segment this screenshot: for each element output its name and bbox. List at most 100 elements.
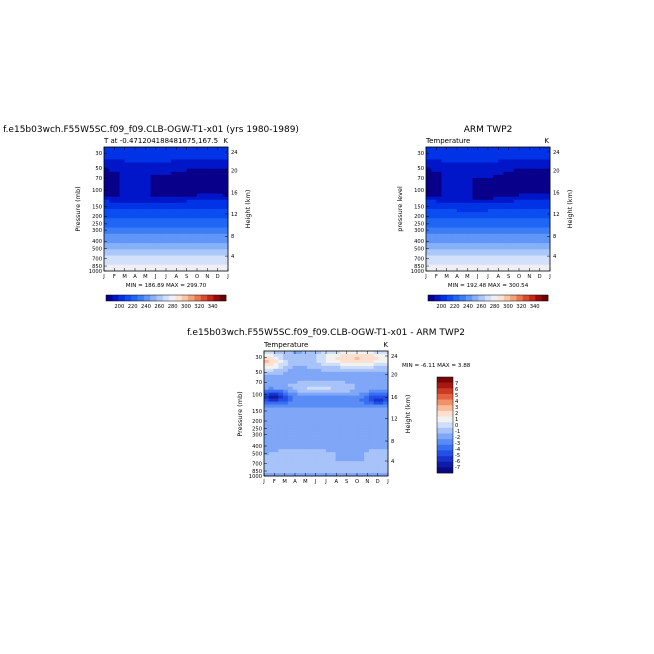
field-cell: [534, 196, 541, 201]
field-cell: [321, 461, 327, 465]
field-cell: [124, 267, 131, 272]
field-cell: [181, 227, 188, 232]
field-cell: [451, 249, 458, 253]
field-cell: [539, 147, 546, 151]
field-cell: [264, 440, 270, 444]
field-cell: [207, 230, 213, 235]
field-cell: [534, 215, 541, 219]
field-cell: [451, 199, 458, 204]
field-cell: [114, 153, 120, 157]
field-cell: [354, 353, 360, 358]
field-cell: [176, 224, 182, 228]
field-cell: [191, 147, 198, 151]
field-cell: [340, 353, 346, 358]
field-cell: [278, 419, 284, 423]
field-cell: [321, 386, 327, 391]
field-cell: [212, 209, 219, 213]
field-cell: [349, 446, 356, 450]
field-cell: [441, 258, 448, 263]
field-cell: [457, 233, 463, 238]
field-cell: [544, 174, 551, 179]
field-cell: [359, 437, 365, 441]
field-cell: [359, 461, 365, 465]
field-cell: [292, 392, 298, 397]
field-cell: [488, 171, 494, 176]
field-cell: [482, 171, 489, 176]
field-cell: [503, 252, 510, 256]
field-cell: [426, 205, 432, 210]
field-cell: [202, 230, 208, 235]
field-cell: [109, 196, 115, 201]
field-cell: [273, 440, 279, 444]
field-cell: [321, 395, 327, 400]
field-cell: [181, 221, 188, 225]
field-cell: [326, 368, 332, 373]
field-cell: [278, 377, 284, 382]
field-cell: [503, 233, 510, 238]
field-cell: [436, 261, 442, 266]
field-cell: [145, 246, 151, 250]
field-cell: [493, 255, 499, 259]
field-cell: [534, 233, 541, 238]
field-cell: [488, 199, 494, 204]
field-cell: [217, 190, 224, 194]
field-cell: [202, 261, 208, 266]
field-cell: [166, 181, 172, 185]
field-cell: [426, 187, 432, 191]
field-cell: [373, 434, 379, 438]
field-cell: [431, 215, 437, 219]
field-cell: [129, 212, 136, 216]
field-cell: [354, 383, 360, 388]
field-cell: [287, 464, 294, 468]
field-cell: [202, 178, 208, 182]
field-cell: [212, 267, 219, 272]
field-cell: [378, 389, 384, 394]
field-cell: [508, 261, 515, 266]
field-cell: [306, 452, 313, 456]
field-cell: [119, 162, 126, 166]
field-cell: [472, 215, 479, 219]
field-cell: [109, 212, 115, 216]
field-cell: [191, 181, 198, 185]
field-cell: [222, 174, 229, 179]
field-cell: [166, 171, 172, 176]
colorbar-label: 260: [476, 304, 486, 310]
field-cell: [519, 174, 525, 179]
y-tick-label: 150: [92, 204, 102, 210]
field-cell: [176, 227, 182, 232]
field-cell: [544, 205, 551, 210]
field-cell: [150, 150, 157, 154]
field-cell: [451, 178, 458, 182]
field-cell: [155, 240, 162, 244]
field-cell: [431, 162, 437, 166]
field-cell: [212, 249, 219, 253]
x-tick-label: A: [293, 479, 297, 485]
field-cell: [114, 246, 120, 250]
field-cell: [273, 458, 279, 462]
field-cell: [508, 196, 515, 201]
field-cell: [186, 205, 193, 210]
field-cell: [340, 464, 346, 468]
field-cell: [302, 452, 308, 456]
field-cell: [441, 199, 448, 204]
field-cell: [373, 431, 379, 435]
field-cell: [306, 401, 313, 405]
field-cell: [364, 359, 370, 364]
x-tick-label: D: [216, 274, 220, 280]
colorbar-label: 5: [455, 393, 458, 399]
field-cell: [508, 212, 515, 216]
field-cell: [503, 184, 510, 188]
field-cell: [519, 202, 525, 207]
field-cell: [330, 473, 336, 477]
field-cell: [114, 168, 120, 173]
field-cell: [155, 215, 162, 219]
field-cell: [176, 240, 182, 244]
field-cell: [202, 174, 208, 179]
field-cell: [202, 246, 208, 250]
field-cell: [202, 147, 208, 151]
field-cell: [311, 362, 317, 367]
field-cell: [539, 181, 546, 185]
field-cell: [268, 356, 274, 361]
field-cell: [326, 443, 332, 447]
field-cell: [316, 368, 322, 373]
